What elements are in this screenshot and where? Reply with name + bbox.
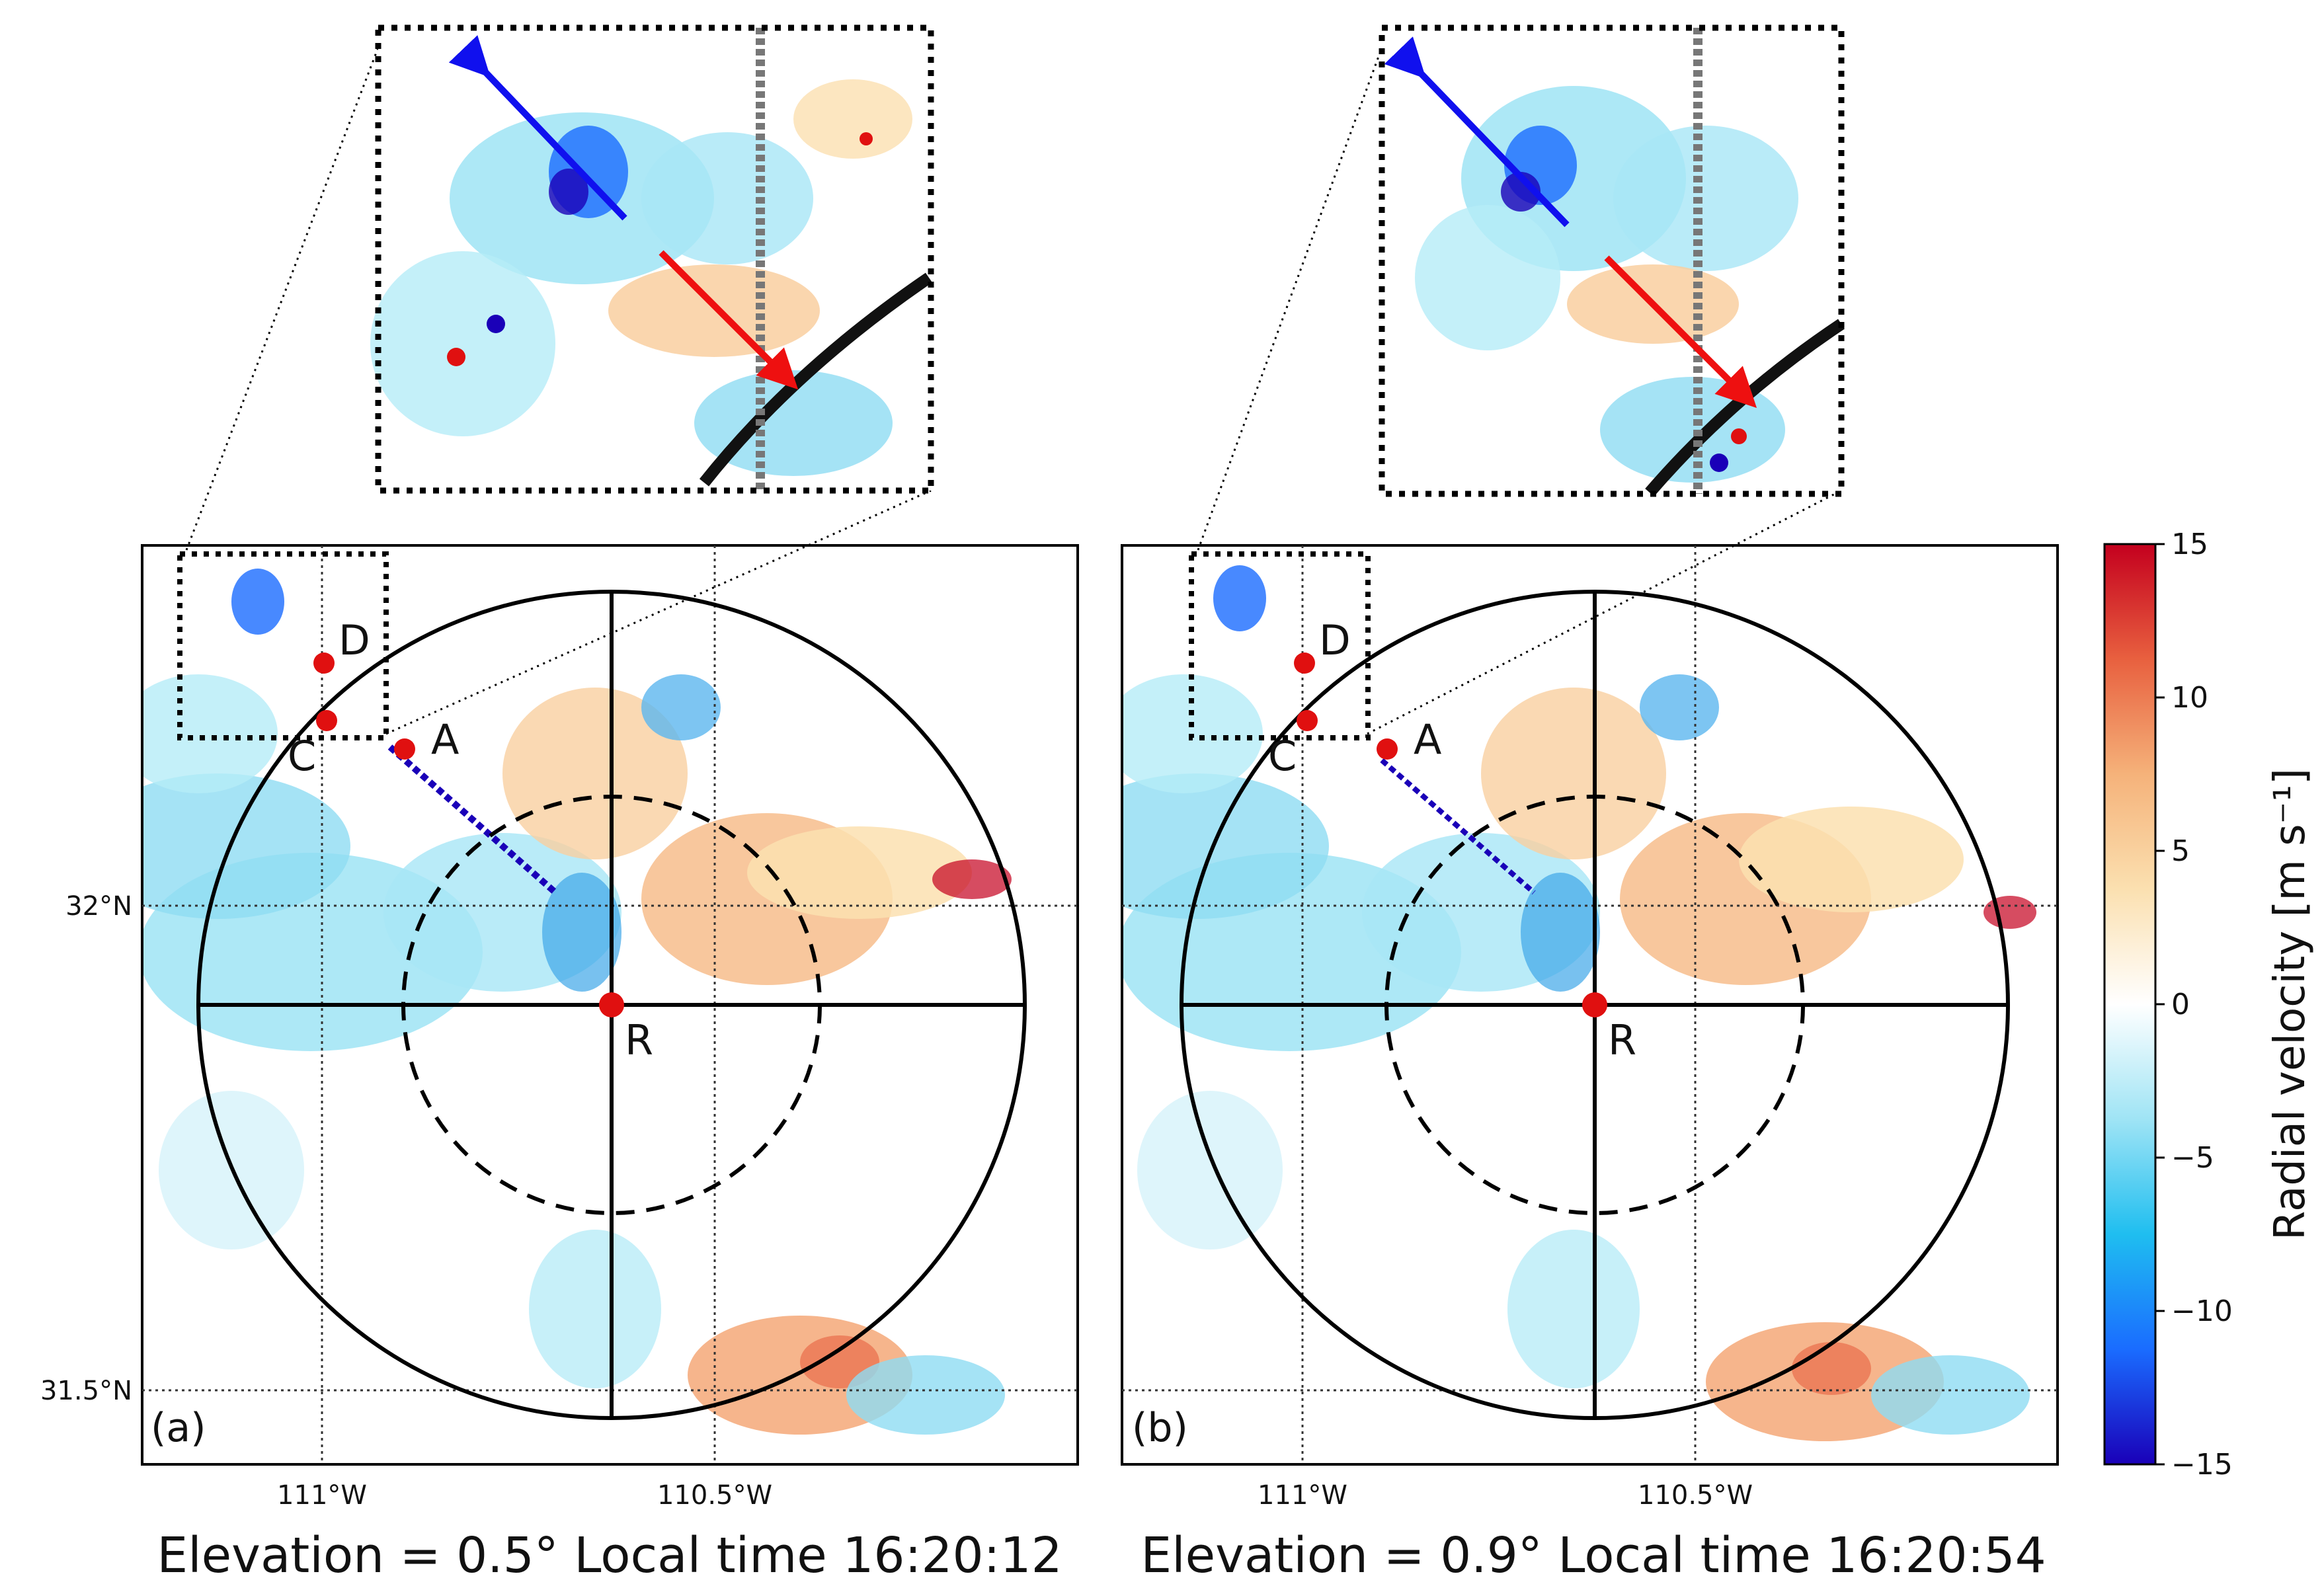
panel-b-label-a: A bbox=[1414, 715, 1441, 764]
colorbar: 15 10 5 0 −5 −10 −15 Radial velocity [m s⁻¹] bbox=[2103, 528, 2315, 1482]
colorbar-tick-label: −10 bbox=[2171, 1294, 2233, 1328]
panel-b-velocity-field bbox=[1122, 565, 2036, 1441]
panel-a-xtick-111w: 111°W bbox=[277, 1480, 367, 1511]
colorbar-bar bbox=[2103, 543, 2157, 1466]
colorbar-tick-label: 5 bbox=[2171, 834, 2190, 868]
panel-a-zoom-connector-right bbox=[385, 489, 932, 735]
panel-a-caption: Elevation = 0.5° Local time 16:20:12 bbox=[157, 1527, 1062, 1584]
panel-b-point-r bbox=[1582, 992, 1607, 1017]
panel-b-zoom-connector-left bbox=[1197, 47, 1383, 551]
panel-a-zoom-box bbox=[177, 551, 389, 740]
inset-a-boundary-arc bbox=[699, 272, 933, 487]
inset-b-blue-arrow bbox=[1384, 36, 1570, 227]
panel-a-ytick-315n: 31.5°N bbox=[40, 1376, 132, 1406]
inset-a-red-arrow bbox=[659, 250, 799, 390]
panel-a-velocity-field bbox=[142, 569, 1012, 1435]
panel-a-frame bbox=[141, 544, 1079, 1466]
panel-b-zoom-box bbox=[1189, 551, 1371, 740]
inset-b bbox=[1379, 24, 1845, 497]
panel-a-ytick-32n: 32°N bbox=[65, 891, 132, 922]
colorbar-tick-label: 15 bbox=[2171, 528, 2208, 561]
panel-b-xtick-111w: 111°W bbox=[1258, 1480, 1347, 1511]
inset-a bbox=[370, 24, 934, 494]
colorbar-ticks: 15 10 5 0 −5 −10 −15 bbox=[2155, 528, 2233, 1482]
panel-a-label-a: A bbox=[431, 715, 459, 764]
panel-a-label-c: C bbox=[288, 732, 316, 780]
panel-b-label-c: C bbox=[1268, 732, 1297, 780]
panel-b-label-r: R bbox=[1608, 1016, 1636, 1064]
inset-b-red-arrow bbox=[1604, 255, 1757, 409]
panel-a: D C A R (a) 111°W 110.5°W 32°N 31.5°N El… bbox=[40, 47, 1079, 1584]
panel-a-zoom-connector-left bbox=[185, 47, 380, 551]
panel-a-label: (a) bbox=[151, 1405, 206, 1451]
panel-b-label: (b) bbox=[1132, 1405, 1188, 1451]
panel-a-point-c bbox=[316, 710, 337, 731]
panel-a-point-a bbox=[394, 738, 415, 760]
inset-a-frame bbox=[375, 24, 934, 494]
panel-b-frame bbox=[1121, 544, 2059, 1466]
panel-a-label-d: D bbox=[339, 616, 370, 664]
panel-b-caption: Elevation = 0.9° Local time 16:20:54 bbox=[1141, 1527, 2046, 1584]
panel-b-xtick-1105w: 110.5°W bbox=[1638, 1480, 1753, 1511]
colorbar-tick-label: −5 bbox=[2171, 1141, 2214, 1175]
panel-b-point-c bbox=[1297, 710, 1318, 731]
panel-a-point-r bbox=[599, 992, 624, 1017]
panel-a-point-d bbox=[313, 653, 335, 674]
panel-b: D C A R (b) 111°W 110.5°W Elevation = 0.… bbox=[1121, 47, 2059, 1584]
colorbar-tick-label: 0 bbox=[2171, 988, 2190, 1021]
panel-a-label-r: R bbox=[625, 1016, 653, 1064]
inset-b-frame bbox=[1379, 24, 1845, 497]
panel-b-point-d bbox=[1294, 653, 1315, 674]
colorbar-title: Radial velocity [m s⁻¹] bbox=[2266, 768, 2315, 1240]
panel-b-zoom-connector-right bbox=[1367, 489, 1842, 735]
colorbar-tick-label: 10 bbox=[2171, 681, 2208, 715]
panel-a-xtick-1105w: 110.5°W bbox=[657, 1480, 772, 1511]
panel-b-label-d: D bbox=[1319, 616, 1351, 664]
panel-b-point-a bbox=[1377, 738, 1398, 760]
inset-a-blue-arrow bbox=[448, 35, 627, 221]
colorbar-tick-label: −15 bbox=[2171, 1448, 2233, 1482]
